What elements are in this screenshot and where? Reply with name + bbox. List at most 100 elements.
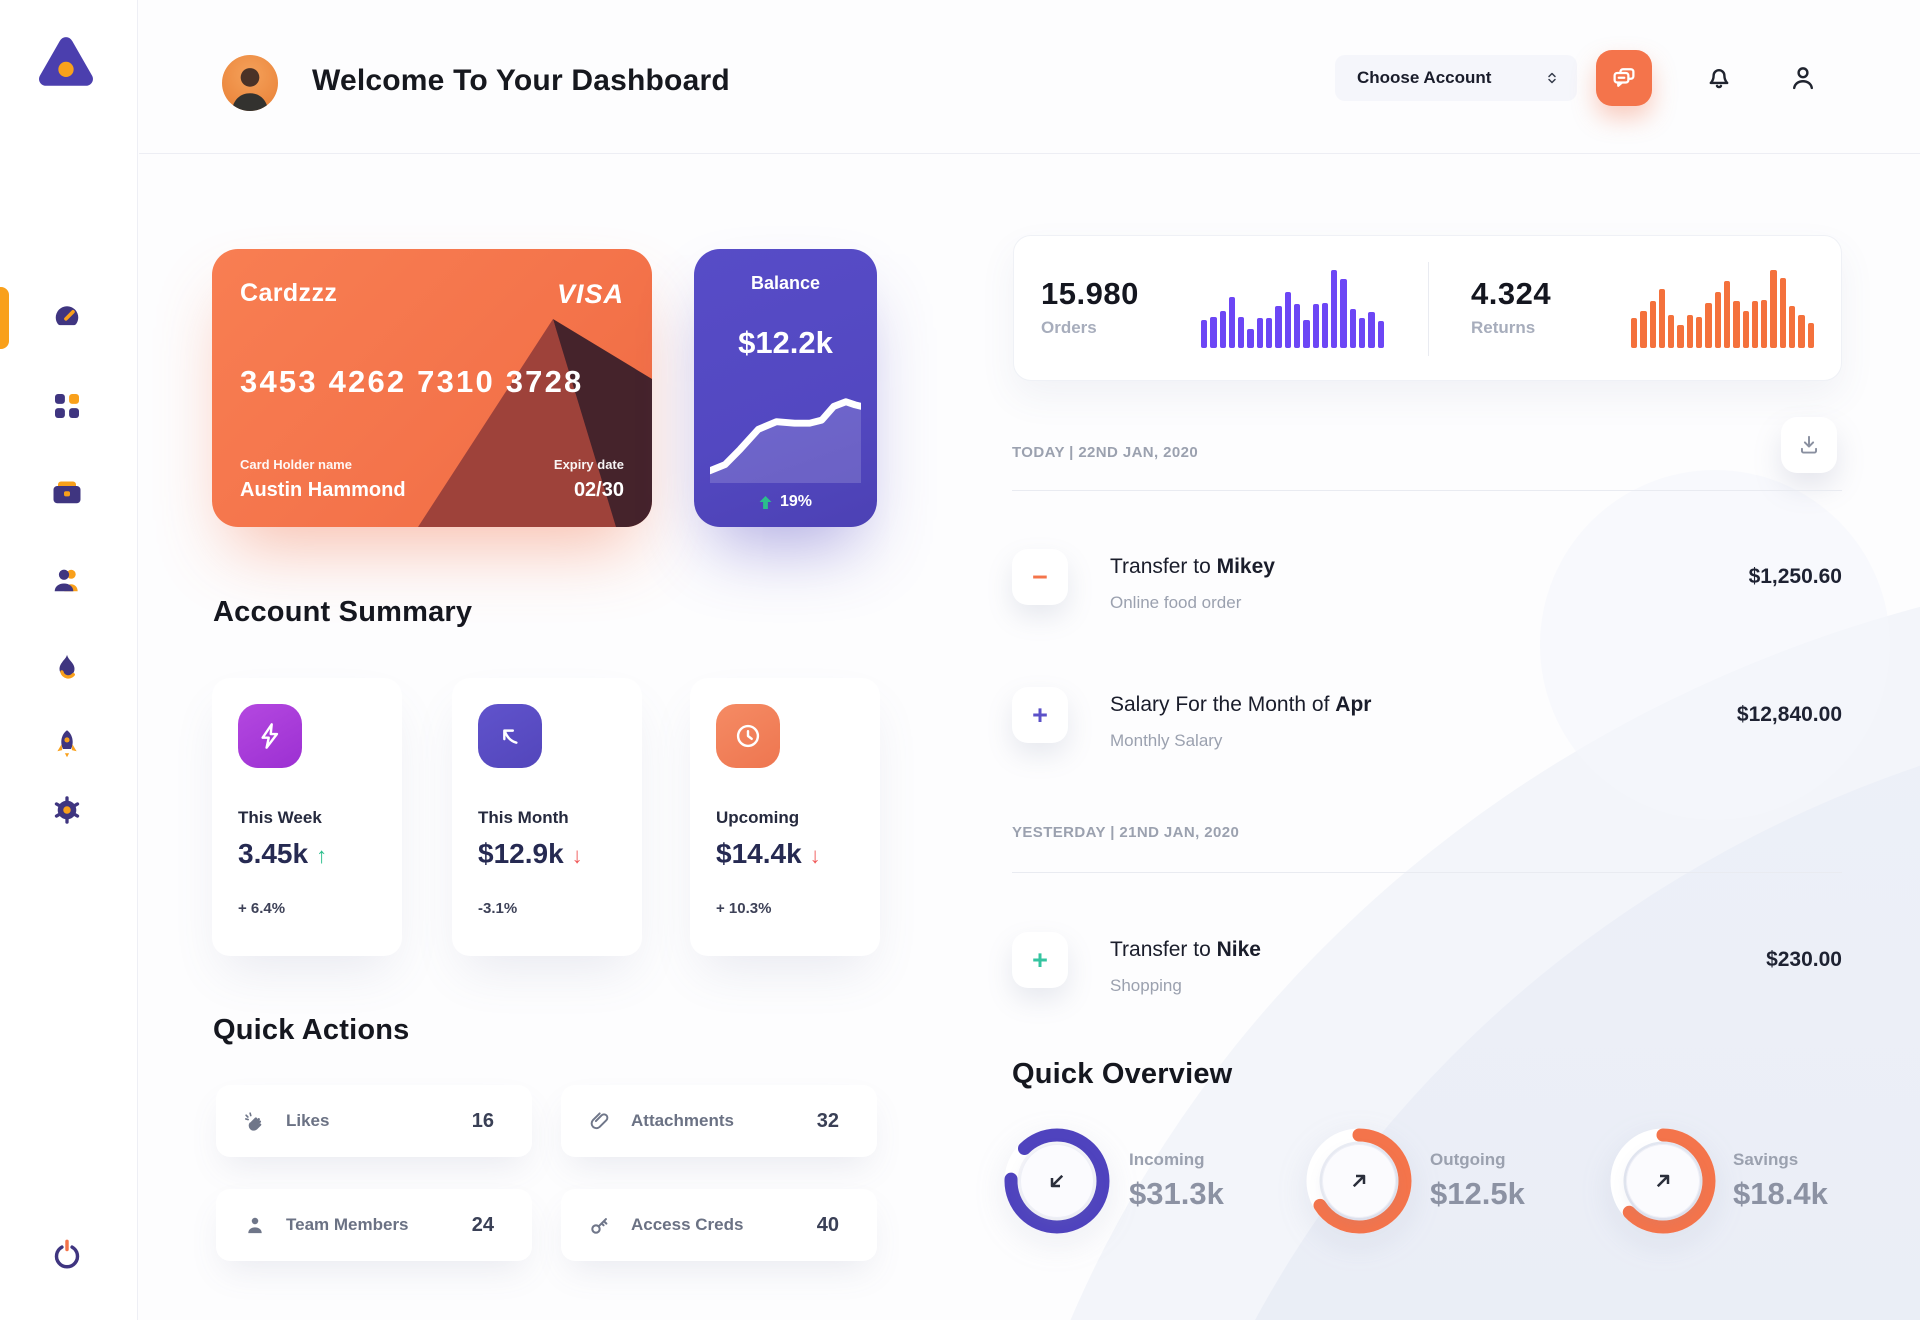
summary-delta: + 6.4% xyxy=(238,900,286,917)
credit-card: Cardzzz VISA 3453 4262 7310 3728 Card Ho… xyxy=(212,249,652,527)
plus-icon: + xyxy=(1012,687,1068,743)
arrow-down-left-icon xyxy=(1050,1174,1064,1188)
sidebar-item-team[interactable] xyxy=(45,558,89,602)
quick-action-team-members[interactable]: Team Members 24 xyxy=(216,1189,532,1261)
transaction-amount: $1,250.60 xyxy=(1748,565,1842,588)
arrow-up-right-icon xyxy=(1656,1174,1670,1188)
dashboard-gauge-icon xyxy=(55,306,79,326)
member-icon xyxy=(248,1217,262,1234)
orders-returns-card: 15.980 Orders 4.324 Returns xyxy=(1013,235,1842,381)
orders-bar-chart xyxy=(1201,270,1387,348)
minus-icon: − xyxy=(1012,549,1068,605)
sidebar xyxy=(0,0,138,1320)
quick-overview-heading: Quick Overview xyxy=(1012,1058,1233,1090)
summary-value: $14.4k xyxy=(716,838,802,869)
transaction-row[interactable]: + Salary For the Month of Apr Monthly Sa… xyxy=(1012,687,1842,757)
card-triangle-decor xyxy=(418,319,652,527)
page-title: Welcome To Your Dashboard xyxy=(312,64,730,97)
transaction-title-bold: Nike xyxy=(1216,938,1261,961)
sidebar-item-launch[interactable] xyxy=(45,722,89,766)
chat-button[interactable] xyxy=(1596,50,1652,106)
transaction-title: Transfer to xyxy=(1110,555,1217,578)
returns-label: Returns xyxy=(1471,318,1536,337)
plus-icon: + xyxy=(1012,932,1068,988)
trend-up-icon: ↑ xyxy=(316,843,328,868)
power-icon xyxy=(54,1239,80,1269)
trend-down-icon: ↓ xyxy=(809,843,821,868)
active-nav-indicator xyxy=(0,287,9,349)
card-holder-label: Card Holder name xyxy=(240,457,352,472)
quick-action-access-creds[interactable]: Access Creds 40 xyxy=(561,1189,877,1261)
header-divider xyxy=(139,153,1920,154)
trend-down-icon: ↓ xyxy=(571,843,583,868)
trend-arrow-icon xyxy=(478,704,542,768)
summary-label: This Week xyxy=(238,808,322,827)
apps-grid-icon xyxy=(55,394,79,418)
outgoing-value: $12.5k xyxy=(1430,1176,1525,1211)
card-number: 3453 4262 7310 3728 xyxy=(240,364,584,399)
returns-value: 4.324 xyxy=(1471,276,1552,311)
quick-action-attachments[interactable]: Attachments 32 xyxy=(561,1085,877,1157)
yesterday-header: YESTERDAY | 21ND JAN, 2020 xyxy=(1012,824,1240,841)
quick-actions-heading: Quick Actions xyxy=(213,1014,410,1046)
transactions-divider xyxy=(1012,490,1842,491)
account-select-label: Choose Account xyxy=(1357,68,1492,87)
lightning-icon xyxy=(238,704,302,768)
transaction-subtitle: Monthly Salary xyxy=(1110,731,1223,750)
summary-card-this-week: This Week 3.45k ↑ + 6.4% xyxy=(212,678,402,956)
today-header: TODAY | 22ND JAN, 2020 xyxy=(1012,444,1199,461)
sidebar-item-settings[interactable] xyxy=(45,788,89,832)
account-select[interactable]: Choose Account xyxy=(1335,55,1577,101)
app-logo[interactable] xyxy=(32,28,100,96)
paperclip-icon xyxy=(590,1112,609,1130)
quick-action-label: Access Creds xyxy=(631,1215,744,1234)
sidebar-item-dashboard[interactable] xyxy=(45,294,89,338)
savings-value: $18.4k xyxy=(1733,1176,1828,1211)
arrow-up-right-icon xyxy=(1352,1174,1366,1188)
profile-icon[interactable] xyxy=(1786,61,1820,95)
download-icon xyxy=(1800,435,1818,454)
transaction-subtitle: Shopping xyxy=(1110,976,1182,995)
transactions-divider xyxy=(1012,872,1842,873)
quick-action-label: Likes xyxy=(286,1111,330,1130)
transaction-row[interactable]: − Transfer to Mikey Online food order $1… xyxy=(1012,549,1842,619)
summary-value: $12.9k xyxy=(478,838,564,869)
summary-label: Upcoming xyxy=(716,808,800,827)
sidebar-item-apps[interactable] xyxy=(45,384,89,428)
transaction-row[interactable]: + Transfer to Nike Shopping $230.00 xyxy=(1012,932,1842,1002)
summary-card-this-month: This Month $12.9k ↓ -3.1% xyxy=(452,678,642,956)
transaction-title-bold: Apr xyxy=(1335,693,1372,716)
transaction-title: Transfer to xyxy=(1110,938,1217,961)
summary-value: 3.45k xyxy=(238,838,309,869)
stats-divider xyxy=(1428,262,1429,356)
download-button[interactable] xyxy=(1781,417,1837,473)
summary-delta: -3.1% xyxy=(478,900,518,917)
quick-action-count: 16 xyxy=(471,1109,494,1132)
quick-action-likes[interactable]: Likes 16 xyxy=(216,1085,532,1157)
quick-action-label: Attachments xyxy=(631,1111,734,1130)
balance-amount: $12.2k xyxy=(738,325,833,360)
quick-action-count: 32 xyxy=(816,1109,839,1132)
notifications-bell-icon[interactable] xyxy=(1702,61,1736,95)
quick-action-count: 24 xyxy=(471,1213,494,1236)
balance-change: 19% xyxy=(779,493,813,510)
gear-icon xyxy=(54,796,80,824)
user-avatar[interactable] xyxy=(222,55,278,111)
outgoing-ring-gauge xyxy=(1304,1126,1414,1236)
quick-action-count: 40 xyxy=(816,1213,839,1236)
clap-icon xyxy=(244,1112,262,1131)
returns-bar-chart xyxy=(1631,270,1817,348)
savings-ring-gauge xyxy=(1608,1126,1718,1236)
team-icon xyxy=(54,569,78,592)
arrow-up-icon xyxy=(759,495,772,509)
briefcase-icon xyxy=(53,481,81,504)
card-expiry-value: 02/30 xyxy=(573,479,624,501)
transaction-amount: $230.00 xyxy=(1766,948,1842,971)
incoming-label: Incoming xyxy=(1129,1150,1205,1169)
visa-logo: VISA xyxy=(556,279,624,309)
card-holder-name: Austin Hammond xyxy=(240,479,406,501)
sidebar-item-trending[interactable] xyxy=(45,646,89,690)
account-summary-heading: Account Summary xyxy=(213,596,473,628)
sidebar-item-work[interactable] xyxy=(45,470,89,514)
logout-button[interactable] xyxy=(45,1232,89,1276)
